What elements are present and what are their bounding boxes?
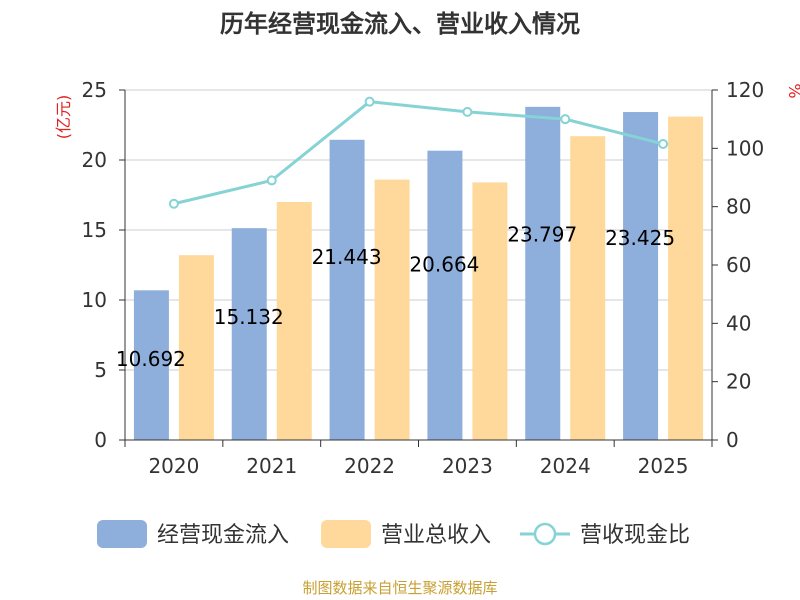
line-series (168, 96, 669, 209)
left-tick-label: 5 (94, 358, 107, 382)
point-营收现金比-2020 (168, 198, 179, 209)
left-tick-label: 25 (82, 78, 107, 102)
point-营收现金比-2021 (266, 175, 277, 186)
data-label-2021: 15.132 (214, 305, 284, 329)
bar-营业总收入-2020 (178, 255, 214, 440)
data-label-2023: 20.664 (409, 252, 479, 276)
left-tick-label: 15 (82, 218, 107, 242)
point-营收现金比-2022 (364, 96, 375, 107)
right-tick-label: 120 (726, 78, 764, 102)
line-营收现金比 (173, 100, 664, 206)
legend-swatch-marker (533, 522, 557, 546)
x-tick-label: 2023 (442, 454, 493, 478)
right-tick-label: 40 (726, 311, 751, 335)
data-label-2024: 23.797 (507, 222, 577, 246)
point-营收现金比-2023 (462, 106, 473, 117)
bar-营业总收入-2023 (472, 182, 508, 440)
x-tick-label: 2025 (638, 454, 689, 478)
right-tick-label: 80 (726, 195, 751, 219)
legend-swatch-营业总收入 (321, 520, 371, 548)
legend-label-经营现金流入: 经营现金流入 (157, 523, 289, 548)
x-tick-label: 2022 (344, 454, 395, 478)
right-tick-label: 60 (726, 253, 751, 277)
data-label-2022: 21.443 (312, 245, 382, 269)
data-label-2025: 23.425 (605, 226, 675, 250)
legend: 经营现金流入 营业总收入 营收现金比 (97, 520, 690, 548)
bar-经营现金流入-2024 (525, 106, 561, 440)
x-tick-label: 2020 (148, 454, 199, 478)
bar-营业总收入-2021 (276, 202, 312, 440)
x-tick-label: 2021 (246, 454, 297, 478)
x-tick-label: 2024 (540, 454, 591, 478)
bar-营业总收入-2024 (570, 136, 606, 440)
bar-营业总收入-2022 (374, 179, 410, 440)
bar-经营现金流入-2021 (231, 228, 267, 440)
bar-经营现金流入-2023 (427, 150, 463, 441)
data-label-2020: 10.692 (116, 347, 186, 371)
bar-营业总收入-2025 (668, 116, 704, 440)
bar-经营现金流入-2020 (133, 290, 169, 440)
legend-swatch-经营现金流入 (97, 520, 147, 548)
source-note: 制图数据来自恒生聚源数据库 (302, 579, 497, 597)
right-tick-label: 20 (726, 370, 751, 394)
bar-经营现金流入-2025 (623, 112, 659, 441)
bar-经营现金流入-2022 (329, 139, 365, 440)
chart-title: 历年经营现金流入、营业收入情况 (220, 10, 580, 38)
left-tick-label: 0 (94, 428, 107, 452)
legend-label-营收现金比: 营收现金比 (580, 523, 690, 548)
left-axis-unit: (亿元) (54, 95, 73, 140)
grid (125, 89, 712, 371)
point-营收现金比-2025 (658, 138, 669, 149)
right-tick-label: 100 (726, 136, 764, 160)
legend-label-营业总收入: 营业总收入 (381, 523, 491, 548)
right-tick-label: 0 (726, 428, 739, 452)
right-axis-unit: % (785, 83, 800, 98)
bars (133, 106, 704, 441)
left-tick-label: 10 (82, 288, 107, 312)
data-labels: 10.692 15.132 21.443 20.664 23.797 23.425 (116, 222, 675, 371)
point-营收现金比-2024 (560, 114, 571, 125)
left-tick-label: 20 (82, 148, 107, 172)
